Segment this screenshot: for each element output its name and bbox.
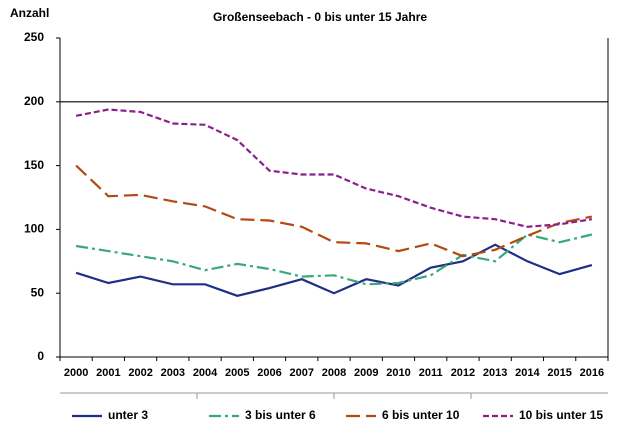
y-tick-label: 200 (24, 94, 44, 108)
x-tick-label: 2001 (96, 367, 120, 379)
x-tick-label: 2013 (483, 367, 507, 379)
series-line (75, 108, 593, 228)
y-tick-label: 100 (24, 222, 44, 236)
x-tick-label: 2012 (451, 367, 475, 379)
x-tick-label: 2009 (354, 367, 378, 379)
y-tick-label: 0 (37, 349, 44, 363)
chart-title: Großenseebach - 0 bis unter 15 Jahre (213, 10, 427, 24)
x-tick-label: 2014 (515, 367, 540, 379)
x-tick-label: 2010 (386, 367, 410, 379)
x-tick-label: 2006 (257, 367, 281, 379)
x-tick-label: 2008 (322, 367, 346, 379)
x-tick-label: 2004 (193, 367, 218, 379)
x-tick-label: 2005 (225, 367, 249, 379)
y-tick-label: 250 (24, 30, 44, 44)
series-line (75, 164, 593, 258)
y-tick-label: 150 (24, 158, 44, 172)
legend-label: unter 3 (108, 408, 148, 422)
x-tick-label: 2007 (290, 367, 314, 379)
legend-label: 6 bis unter 10 (382, 408, 460, 422)
legend-label: 3 bis unter 6 (245, 408, 316, 422)
x-tick-label: 2011 (419, 367, 443, 379)
x-tick-label: 2016 (580, 367, 604, 379)
y-tick-label: 50 (31, 285, 45, 299)
x-tick-label: 2000 (64, 367, 88, 379)
series-line (75, 243, 593, 297)
x-tick-label: 2003 (161, 367, 185, 379)
x-tick-label: 2002 (128, 367, 152, 379)
y-axis-label: Anzahl (10, 6, 49, 20)
x-tick-label: 2015 (547, 367, 571, 379)
series-line (75, 233, 593, 286)
legend-label: 10 bis unter 15 (519, 408, 603, 422)
